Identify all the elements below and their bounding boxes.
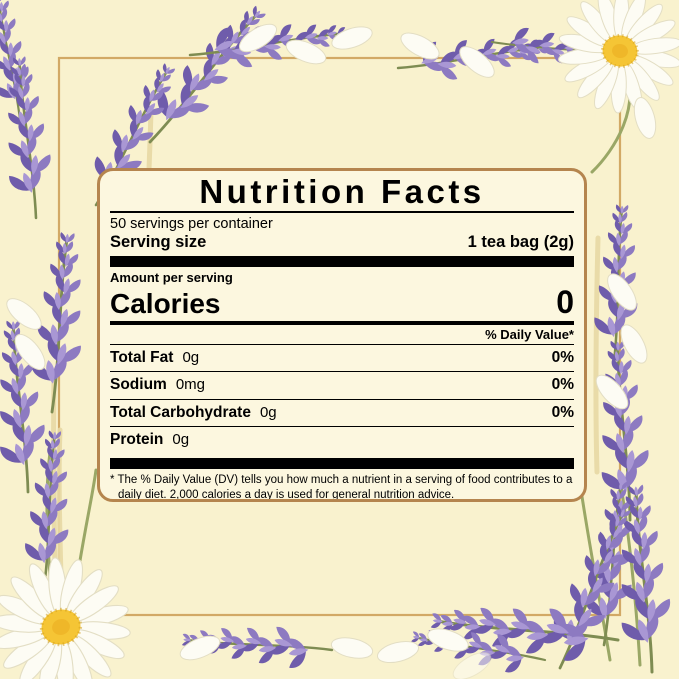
medium-divider-bar xyxy=(110,320,574,325)
daily-value-header: % Daily Value* xyxy=(110,325,574,345)
servings-per-container: 50 servings per container xyxy=(110,215,273,232)
serving-size-row: Serving size 1 tea bag (2g) xyxy=(110,233,574,252)
nutrition-facts-label: Nutrition Facts 50 servings per containe… xyxy=(97,168,587,502)
amount-per-serving-label: Amount per serving xyxy=(110,269,233,285)
white-petal-icon xyxy=(1,292,47,336)
nutrient-name: Protein xyxy=(110,431,164,449)
white-petal-icon xyxy=(328,21,376,55)
nutrient-amount: 0g xyxy=(182,348,200,366)
calories-row: Calories 0 xyxy=(110,286,574,318)
serving-size-label: Serving size xyxy=(110,232,207,251)
nutrient-row-sodium: Sodium 0mg 0% xyxy=(110,372,574,400)
title-rule xyxy=(110,210,574,213)
nutrient-row-protein: Protein 0g xyxy=(110,427,574,454)
daisy-flower-icon xyxy=(0,542,146,679)
serving-size-value: 1 tea bag (2g) xyxy=(467,232,574,251)
nutrient-daily-value: 0% xyxy=(551,348,574,366)
thick-divider-bar xyxy=(110,458,574,470)
nutrient-row-total-carbohydrate: Total Carbohydrate 0g 0% xyxy=(110,400,574,428)
white-petal-icon xyxy=(328,633,376,663)
nutrition-facts-title: Nutrition Facts xyxy=(199,173,485,210)
calories-value: 0 xyxy=(556,283,574,320)
white-petal-icon xyxy=(176,630,224,666)
daisy-flower-icon xyxy=(546,0,679,125)
lavender-sprig-icon xyxy=(0,55,58,221)
thick-divider-bar xyxy=(110,255,574,267)
nutrient-name: Sodium xyxy=(110,376,167,394)
nutrient-daily-value: 0% xyxy=(551,403,574,421)
nutrient-daily-value: 0% xyxy=(551,376,574,394)
nutrient-amount: 0g xyxy=(172,431,190,449)
nutrient-row-total-fat: Total Fat 0g 0% xyxy=(110,345,574,373)
daily-value-footnote: * The % Daily Value (DV) tells you how m… xyxy=(110,474,573,501)
nutrient-amount: 0g xyxy=(259,403,277,421)
nutrient-name: Total Carbohydrate xyxy=(110,403,251,421)
nutrient-amount: 0mg xyxy=(175,376,206,394)
calories-label: Calories xyxy=(110,287,221,319)
nutrient-name: Total Fat xyxy=(110,348,174,366)
